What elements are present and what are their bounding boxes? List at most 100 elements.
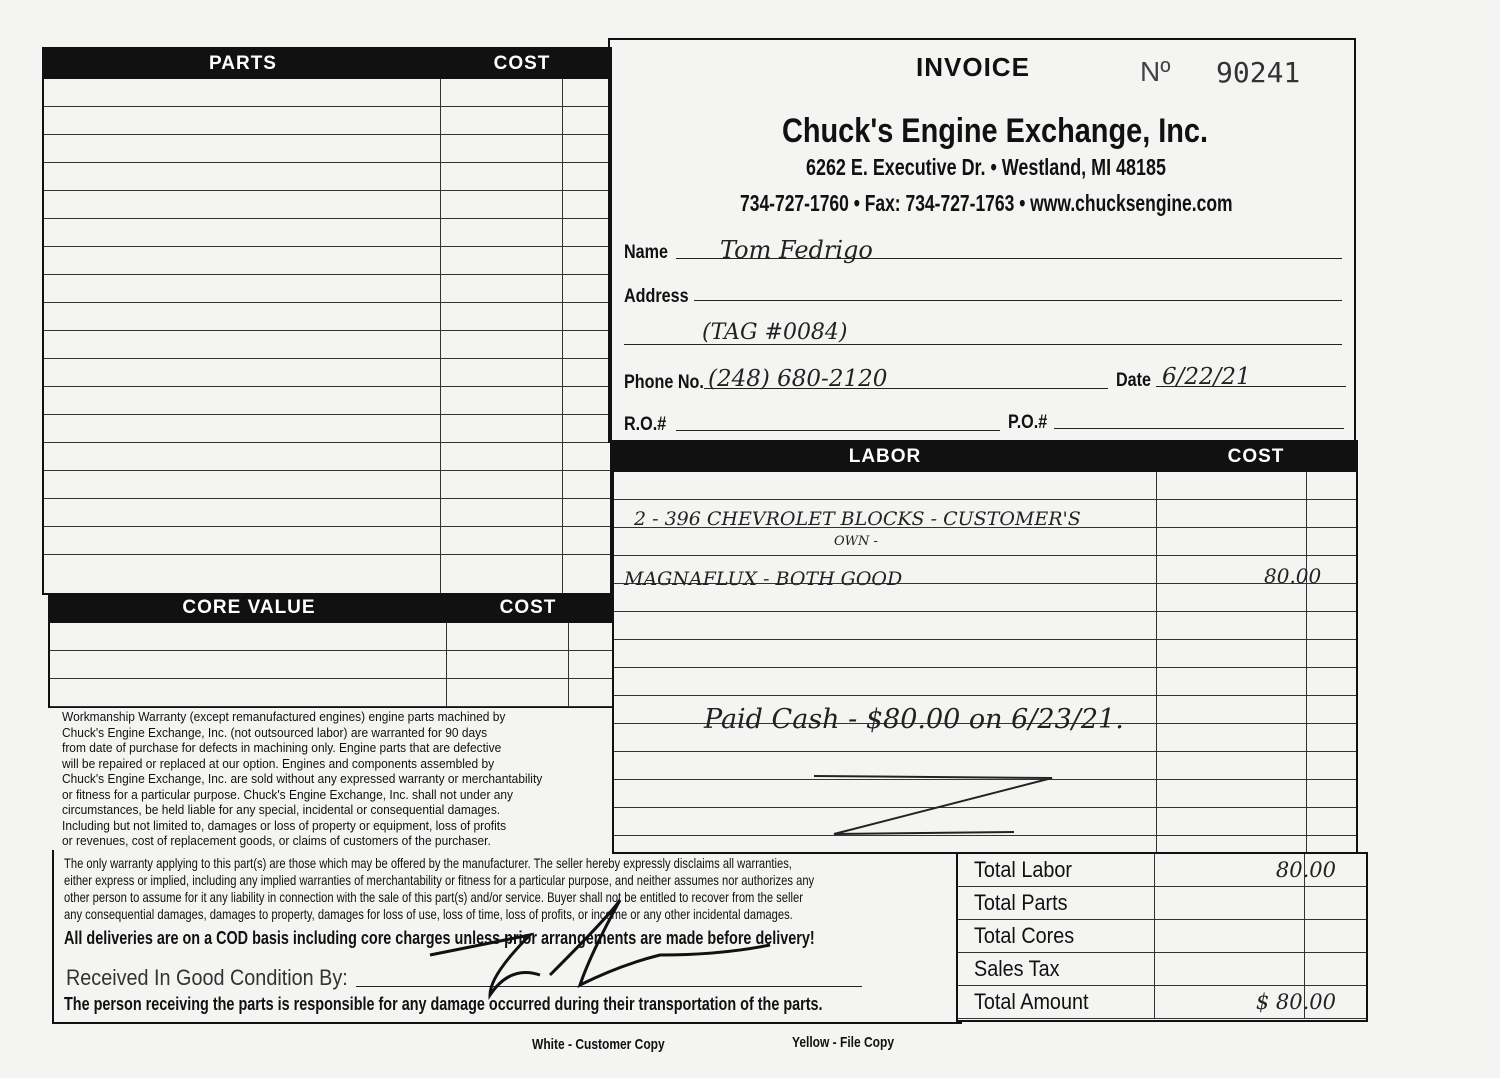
parts-row [44,107,610,135]
warranty-line: or revenues, cost of replacement goods, … [62,833,491,848]
labor-row [614,668,1356,696]
labor-row [614,640,1356,668]
parts-row [44,443,610,471]
labor-section: LABOR COST 2 - 396 CHEVROLET BLOCKS - CU… [612,440,1358,854]
payment-note: Paid Cash - $80.00 on 6/23/21. [704,704,1124,735]
labor-line: MAGNAFLUX - BOTH GOOD [624,568,903,590]
warranty-line: Chuck's Engine Exchange, Inc. are sold w… [62,771,543,786]
date-label: Date [1116,370,1152,391]
customer-address-line2: (TAG #0084) [702,320,848,345]
parts-row [44,387,610,415]
po-label: P.O.# [1008,412,1048,433]
labor-row [614,724,1356,752]
customer-name: Tom Fedrigo [720,236,873,264]
parts-row [44,527,610,555]
totals-label: Total Parts [974,890,1068,915]
labor-row [614,752,1356,780]
totals-value: 80.00 [1275,858,1336,882]
totals-label: Total Labor [974,857,1072,882]
warranty-line: Workmanship Warranty (except remanufactu… [62,709,506,724]
totals-label: Total Cores [974,923,1075,948]
invoice-date: 6/22/21 [1162,364,1251,390]
parts-row [44,163,610,191]
invoice-number: 90241 [1216,56,1301,89]
parts-row [44,359,610,387]
name-label: Name [624,242,668,263]
warranty-text: Workmanship Warranty (except remanufactu… [62,709,622,849]
parts-row [44,499,610,527]
address-label: Address [624,286,689,307]
warranty-line: Chuck's Engine Exchange, Inc. (not outso… [62,724,488,740]
parts-row [44,219,610,247]
cod-notice: All deliveries are on a COD basis includ… [64,928,815,948]
disclaimer-line: either express or implied, including any… [64,872,815,888]
invoice-header: INVOICE Nº 90241 Chuck's Engine Exchange… [608,38,1356,443]
labor-row [614,780,1356,808]
parts-cost-header: COST [493,53,551,74]
parts-rows [44,79,610,555]
labor-header-label: LABOR [848,446,922,467]
parts-row [44,303,610,331]
core-cost-header: COST [499,597,557,618]
signature [429,899,771,1000]
disclaimer-line: The only warranty applying to this part(… [64,855,792,871]
company-name: Chuck's Engine Exchange, Inc. [782,112,1209,150]
invoice-title: INVOICE [916,52,1030,82]
parts-row [44,471,610,499]
ro-label: R.O.# [624,414,667,435]
parts-section: PARTS COST [42,47,612,595]
warranty-line: from date of purchase for defects in mac… [62,740,502,755]
invoice-no-label: Nº [1140,56,1171,87]
labor-row [614,612,1356,640]
phone-label: Phone No. [624,372,704,393]
labor-line-cost: 80.00 [1264,564,1322,588]
warranty-line: will be repaired or replaced at our opti… [62,755,495,771]
bottom-frame [52,850,962,1024]
labor-row [614,556,1356,584]
customer-phone: (248) 680-2120 [708,366,888,392]
totals-table: Total Labor 80.00 Total Parts Total Cores Sa… [956,852,1368,1022]
labor-row [614,528,1356,556]
core-row [50,623,612,651]
core-row [50,679,612,707]
totals-label: Total Amount [974,989,1089,1014]
totals-label: Sales Tax [974,956,1060,981]
core-row [50,651,612,679]
warranty-line: circumstances, be held liable for any sp… [62,802,501,817]
labor-line: 2 - 396 CHEVROLET BLOCKS - CUSTOMER'S [634,508,1081,530]
received-label: Received In Good Condition By: [66,965,348,990]
white-copy-label: White - Customer Copy [532,1036,665,1053]
signature-line [356,986,862,987]
parts-row [44,331,610,359]
parts-row [44,191,610,219]
yellow-copy-label: Yellow - File Copy [792,1034,895,1051]
labor-row [614,808,1356,836]
labor-row [614,696,1356,724]
core-header-label: CORE VALUE [182,597,316,618]
parts-header-label: PARTS [209,53,277,74]
parts-row [44,275,610,303]
parts-header: PARTS COST [44,49,610,79]
totals-row: Total Cores [958,920,1366,953]
responsibility-notice: The person receiving the parts is respon… [64,994,823,1014]
company-contact: 734-727-1760 • Fax: 734-727-1763 • www.c… [740,190,1233,216]
company-address: 6262 E. Executive Dr. • Westland, MI 481… [806,154,1166,180]
labor-row [614,472,1356,500]
warranty-line: or fitness for a particular purpose. Chu… [62,786,514,802]
totals-row: Total Parts [958,887,1366,920]
parts-row [44,415,610,443]
totals-row: Total Labor 80.00 [958,854,1366,887]
parts-row [44,135,610,163]
totals-value: $ 80.00 [1255,990,1336,1014]
totals-row: Total Amount $ 80.00 [958,986,1366,1019]
labor-row [614,584,1356,612]
core-section: CORE VALUE COST [48,593,614,708]
labor-cost-header: COST [1227,446,1285,467]
parts-row [44,247,610,275]
warranty-line: Including but not limited to, damages or… [62,817,507,833]
strike-mark [814,775,1053,835]
labor-row [614,500,1356,528]
labor-line: OWN - [834,534,878,549]
parts-row [44,79,610,107]
totals-row: Sales Tax [958,953,1366,986]
